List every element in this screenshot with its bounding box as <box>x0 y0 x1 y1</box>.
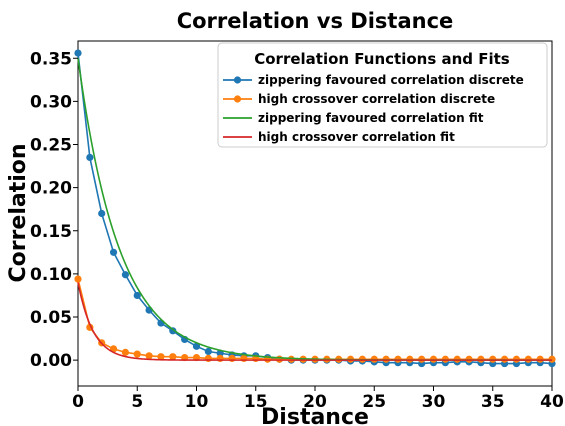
chart-title: Correlation vs Distance <box>177 9 454 33</box>
legend-entry-label: zippering favoured correlation discrete <box>258 73 524 87</box>
y-tick-label: 0.30 <box>30 92 72 112</box>
legend-box <box>217 42 548 148</box>
legend: Correlation Functions and Fits zippering… <box>217 42 548 148</box>
data-point-0-3 <box>109 248 118 256</box>
data-point-1-7 <box>157 353 165 361</box>
x-tick-label: 0 <box>72 392 84 412</box>
data-point-1-32 <box>453 355 461 363</box>
data-point-1-6 <box>145 352 153 360</box>
data-point-0-2 <box>98 209 106 218</box>
x-tick-label: 10 <box>185 392 209 412</box>
legend-entry-label: high crossover correlation fit <box>258 130 455 144</box>
data-point-0-5 <box>133 291 141 300</box>
x-tick-label: 25 <box>362 392 386 412</box>
data-point-1-4 <box>121 348 129 356</box>
x-axis-ticks: 0 5 10 15 20 25 30 35 40 <box>72 386 564 412</box>
y-tick-label: 0.35 <box>30 49 72 69</box>
data-point-1-18 <box>287 355 295 363</box>
data-point-1-38 <box>524 355 532 363</box>
legend-title: Correlation Functions and Fits <box>254 50 510 68</box>
legend-entry-2: zippering favoured correlation fit <box>223 111 484 125</box>
y-tick-label: 0.05 <box>30 308 72 328</box>
y-tick-label: 0.20 <box>30 179 72 199</box>
x-tick-label: 15 <box>244 392 268 412</box>
data-point-0-1 <box>86 153 94 162</box>
data-point-1-11 <box>204 354 212 362</box>
x-tick-label: 30 <box>422 392 446 412</box>
data-point-1-8 <box>169 353 177 361</box>
data-point-1-34 <box>477 355 485 363</box>
legend-entry-0: zippering favoured correlation discrete <box>223 73 524 87</box>
x-axis-label: Distance <box>261 405 369 426</box>
data-point-1-31 <box>441 355 449 363</box>
y-tick-label: 0.10 <box>30 265 72 285</box>
data-point-0-4 <box>121 271 129 279</box>
legend-entries: zippering favoured correlation discrete h… <box>223 73 524 144</box>
data-point-1-17 <box>275 355 284 363</box>
series-layer <box>74 49 556 368</box>
data-point-1-39 <box>536 355 544 363</box>
data-point-1-33 <box>465 355 473 363</box>
legend-entry-1: high crossover correlation discrete <box>223 92 495 106</box>
series-3 <box>77 282 552 361</box>
y-axis-label: Correlation <box>6 143 31 282</box>
data-point-0-11 <box>204 347 212 356</box>
x-tick-label: 20 <box>303 392 327 412</box>
legend-swatch-marker <box>233 76 242 84</box>
legend-entry-label: zippering favoured correlation fit <box>258 111 484 125</box>
y-tick-label: 0.15 <box>30 222 72 242</box>
x-tick-label: 5 <box>131 392 143 412</box>
data-point-1-0 <box>74 275 82 283</box>
data-point-1-30 <box>429 355 438 363</box>
legend-entry-label: high crossover correlation discrete <box>258 92 495 106</box>
data-point-1-36 <box>501 355 509 363</box>
data-point-1-35 <box>489 355 497 363</box>
data-point-0-7 <box>157 319 165 327</box>
legend-entry-3: high crossover correlation fit <box>223 130 455 144</box>
legend-swatch-marker <box>233 95 242 103</box>
data-point-1-40 <box>548 355 556 363</box>
data-point-0-0 <box>74 49 82 57</box>
data-point-1-5 <box>133 350 141 358</box>
series-line-3 <box>77 282 552 361</box>
data-point-0-10 <box>192 342 201 350</box>
y-tick-label: 0.25 <box>30 136 72 156</box>
x-tick-label: 40 <box>540 392 564 412</box>
data-point-1-37 <box>512 355 521 363</box>
y-tick-label: 0.00 <box>30 351 72 371</box>
y-axis-ticks: 0.00 0.05 0.10 0.15 0.20 0.25 0.30 0.35 <box>30 49 78 371</box>
x-tick-label: 35 <box>481 392 505 412</box>
